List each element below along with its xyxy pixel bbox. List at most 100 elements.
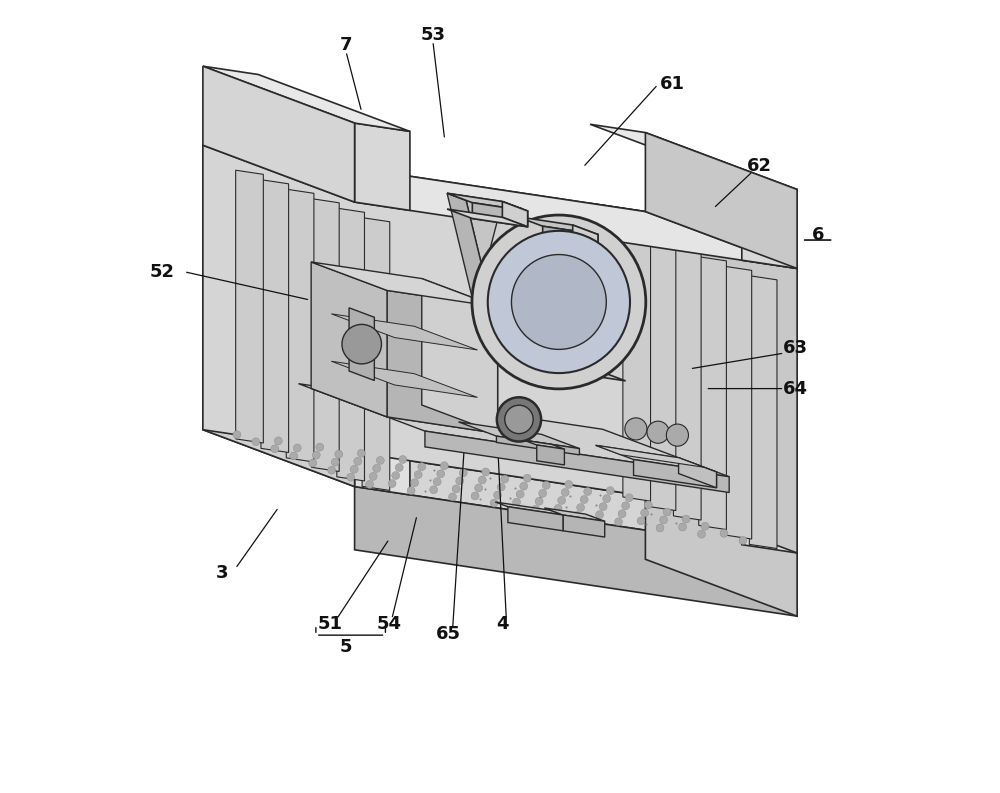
Circle shape [622, 502, 630, 510]
Circle shape [388, 480, 396, 488]
Circle shape [656, 524, 664, 532]
Polygon shape [203, 430, 797, 553]
Polygon shape [492, 350, 626, 381]
Polygon shape [447, 209, 528, 227]
Circle shape [328, 466, 336, 474]
Text: 52: 52 [149, 262, 174, 281]
Text: 54: 54 [377, 615, 402, 633]
Polygon shape [203, 145, 355, 487]
Circle shape [373, 465, 381, 473]
Circle shape [637, 517, 645, 525]
Polygon shape [645, 496, 797, 616]
Circle shape [720, 530, 728, 538]
Circle shape [573, 511, 581, 519]
Circle shape [513, 498, 521, 506]
Polygon shape [623, 228, 651, 501]
Circle shape [430, 486, 438, 494]
Text: 53: 53 [420, 25, 445, 44]
Polygon shape [261, 180, 289, 453]
Polygon shape [537, 445, 564, 465]
Polygon shape [203, 145, 797, 269]
Circle shape [532, 505, 540, 513]
Polygon shape [573, 225, 598, 251]
Circle shape [505, 405, 533, 434]
Text: 65: 65 [436, 625, 461, 642]
Polygon shape [749, 276, 777, 549]
Circle shape [459, 469, 467, 477]
Circle shape [478, 476, 486, 484]
Circle shape [440, 462, 448, 469]
Circle shape [682, 515, 690, 523]
Polygon shape [648, 238, 676, 511]
Polygon shape [203, 66, 355, 202]
Circle shape [565, 481, 573, 488]
Polygon shape [563, 515, 605, 537]
Circle shape [644, 501, 652, 509]
Circle shape [606, 487, 614, 495]
Circle shape [357, 450, 365, 458]
Polygon shape [355, 123, 410, 210]
Circle shape [418, 462, 426, 470]
Polygon shape [422, 278, 498, 434]
Circle shape [615, 518, 622, 526]
Polygon shape [495, 502, 563, 515]
Polygon shape [311, 389, 498, 434]
Polygon shape [298, 384, 729, 477]
Text: 4: 4 [496, 615, 509, 633]
Circle shape [647, 421, 669, 443]
Circle shape [501, 475, 509, 483]
Circle shape [558, 496, 566, 504]
Circle shape [535, 497, 543, 505]
Text: 6: 6 [811, 225, 824, 243]
Circle shape [523, 474, 531, 482]
Circle shape [252, 438, 260, 446]
Circle shape [596, 511, 604, 519]
Circle shape [399, 455, 407, 463]
Polygon shape [596, 446, 704, 467]
Polygon shape [362, 217, 390, 490]
Circle shape [663, 508, 671, 516]
Polygon shape [331, 314, 477, 350]
Text: 5: 5 [340, 638, 352, 656]
Polygon shape [590, 125, 797, 190]
Polygon shape [459, 422, 579, 449]
Polygon shape [447, 193, 521, 209]
Circle shape [511, 255, 606, 350]
Polygon shape [543, 226, 598, 251]
Polygon shape [236, 170, 263, 443]
Polygon shape [596, 446, 717, 472]
Circle shape [599, 503, 607, 511]
Circle shape [456, 477, 464, 485]
Circle shape [580, 496, 588, 504]
Circle shape [290, 452, 298, 460]
Circle shape [494, 491, 502, 499]
Circle shape [603, 495, 611, 503]
Circle shape [316, 443, 324, 451]
Circle shape [347, 473, 355, 481]
Circle shape [739, 537, 747, 544]
Circle shape [520, 482, 528, 490]
Circle shape [625, 418, 647, 440]
Circle shape [701, 523, 709, 531]
Circle shape [274, 437, 282, 445]
Circle shape [414, 471, 422, 479]
Polygon shape [742, 260, 797, 553]
Polygon shape [203, 66, 410, 132]
Polygon shape [517, 216, 598, 235]
Polygon shape [673, 247, 701, 520]
Circle shape [679, 523, 686, 531]
Circle shape [354, 458, 362, 465]
Polygon shape [447, 193, 528, 211]
Polygon shape [466, 201, 521, 315]
Polygon shape [337, 208, 364, 481]
Polygon shape [286, 190, 314, 462]
Polygon shape [447, 193, 494, 315]
Circle shape [293, 444, 301, 452]
Polygon shape [545, 282, 638, 340]
Polygon shape [634, 459, 717, 488]
Text: 63: 63 [783, 339, 808, 357]
Polygon shape [742, 181, 797, 269]
Circle shape [452, 485, 460, 492]
Circle shape [233, 431, 241, 439]
Polygon shape [475, 201, 521, 315]
